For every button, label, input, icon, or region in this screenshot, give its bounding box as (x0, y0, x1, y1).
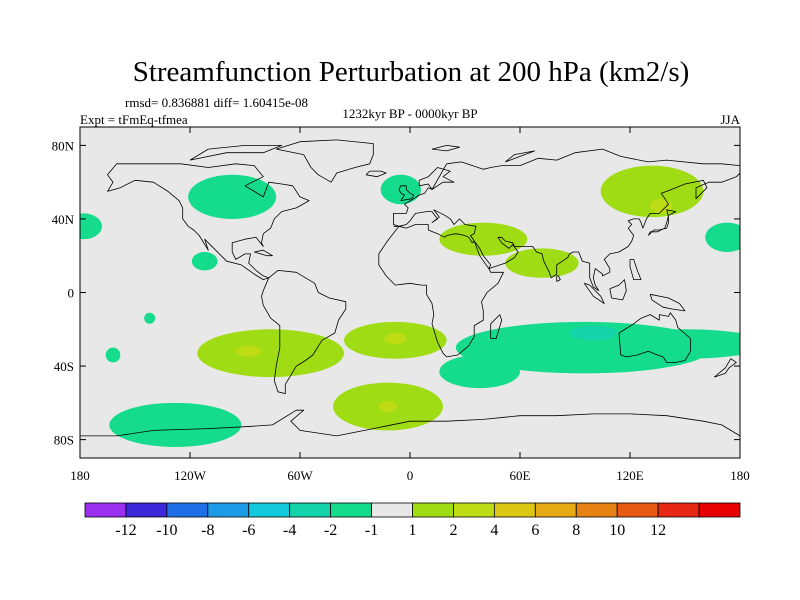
colorbar-swatch (453, 502, 495, 518)
colorbar-label: -1 (365, 522, 378, 539)
coastline-svalbard (431, 144, 460, 152)
colorbar-label: -12 (115, 522, 136, 539)
coastline-north-america (107, 163, 310, 281)
coastline-new-zealand (714, 358, 737, 378)
colorbar-label: -10 (156, 522, 177, 539)
colorbar-swatch (84, 502, 127, 518)
anomaly-south-pacific-core-positive (235, 345, 262, 357)
colorbar-swatch (248, 502, 291, 518)
colorbar-label: 2 (449, 522, 457, 539)
coastline-eurasia-africa (378, 148, 740, 358)
colorbar-swatch (330, 502, 372, 518)
anomaly-south-pacific-small-negative (105, 347, 121, 363)
coastline-sri-lanka (556, 275, 561, 282)
anomaly-north-america-negative (188, 174, 277, 219)
coastline-new-guinea (649, 293, 686, 312)
anomaly-mediterranean-positive (439, 222, 528, 256)
colorbar-label: 6 (531, 522, 539, 539)
coastline-south-america (261, 269, 347, 395)
colorbar-label: 1 (409, 522, 417, 539)
coastline-uk (398, 185, 415, 201)
x-tick-label: 180 (70, 468, 90, 483)
colorbar-swatch (166, 502, 209, 518)
coastline-australia (618, 312, 691, 363)
colorbar-label: 8 (572, 522, 580, 539)
anomaly-fields (80, 165, 740, 447)
anomaly-southern-pacific-negative (109, 402, 242, 447)
coastline-greenland (276, 139, 374, 183)
anomaly-indian-ocean-west-negative (439, 355, 520, 389)
map-area (80, 127, 740, 458)
coastline-iceland (365, 170, 387, 178)
coastline-novaya-zemlya (505, 150, 536, 163)
coastlines (80, 139, 740, 437)
coastline-madagascar (490, 314, 503, 339)
stats-line: rmsd= 0.836881 diff= 1.60415e-08 (125, 95, 308, 110)
chart-title: Streamfunction Perturbation at 200 hPa (… (133, 56, 690, 88)
colorbar-label: -2 (324, 522, 337, 539)
coastline-japan (647, 209, 677, 236)
anomaly-west-pacific-negative (705, 222, 740, 253)
y-tick-label: 40S (54, 359, 74, 374)
coastline-arctic-islands (189, 144, 283, 161)
colorbar-label: 4 (490, 522, 498, 539)
colorbar-swatch (493, 502, 536, 518)
colorbar-swatch (289, 502, 332, 518)
colorbar-swatch (371, 502, 413, 518)
colorbar-swatch (534, 502, 577, 518)
colorbar-swatch (698, 502, 741, 518)
colorbar-swatch (207, 502, 250, 518)
colorbar-swatch (616, 502, 659, 518)
anomaly-south-atlantic-core-positive (384, 332, 407, 344)
coastline-borneo (609, 279, 627, 301)
anomaly-middle-east-positive (505, 248, 579, 278)
colorbar-label: -4 (283, 522, 296, 539)
anomaly-north-atlantic-negative (380, 174, 422, 205)
anomaly-australia-negative (602, 329, 740, 359)
colorbar-label: -8 (201, 522, 214, 539)
y-tick-label: 40N (52, 212, 75, 227)
coastline-sumatra (583, 282, 605, 304)
x-tick-label: 0 (407, 468, 414, 483)
colorbar-label: 12 (650, 522, 666, 539)
y-tick-label: 80S (54, 433, 74, 448)
colorbar: -12 -10 -8 -6 -4 -2 -1 1 2 4 6 8 10 12 (84, 502, 741, 539)
x-tick-label: 120E (616, 468, 644, 483)
coastline-caribbean (254, 249, 273, 257)
anomaly-southern-atlantic-core-positive (378, 400, 398, 413)
anomaly-indian-ocean-core-negative (569, 325, 618, 341)
anomaly-gulf-of-mexico-negative (191, 252, 218, 271)
y-tick-label: 0 (68, 286, 75, 301)
colorbar-label: -6 (242, 522, 255, 539)
anomaly-east-asia-positive (600, 165, 704, 218)
coastline-antarctica (80, 409, 740, 437)
anomaly-north-pacific-east-negative (80, 213, 102, 240)
colorbar-swatch (657, 502, 700, 518)
anomaly-south-pacific-positive (197, 329, 344, 378)
coastline-philippines (629, 258, 642, 281)
x-tick-label: 60W (287, 468, 313, 483)
y-axis: 80N 40N 0 40S 80S (52, 138, 740, 448)
y-tick-label: 80N (52, 138, 75, 153)
anomaly-tropical-pacific-negative (144, 312, 156, 324)
x-tick-label: 180 (730, 468, 750, 483)
colorbar-label: 10 (609, 522, 625, 539)
period-label: 1232kyr BP - 0000kyr BP (342, 106, 477, 121)
x-tick-label: 120W (174, 468, 207, 483)
x-tick-label: 60E (510, 468, 531, 483)
colorbar-swatch (575, 502, 618, 518)
experiment-label: Expt = tFmEq-tfmea (80, 112, 188, 127)
colorbar-swatch (412, 502, 454, 518)
season-label: JJA (720, 112, 740, 127)
x-axis: 180 120W 60W 0 60E 120E 180 (70, 127, 750, 483)
colorbar-swatch (125, 502, 168, 518)
